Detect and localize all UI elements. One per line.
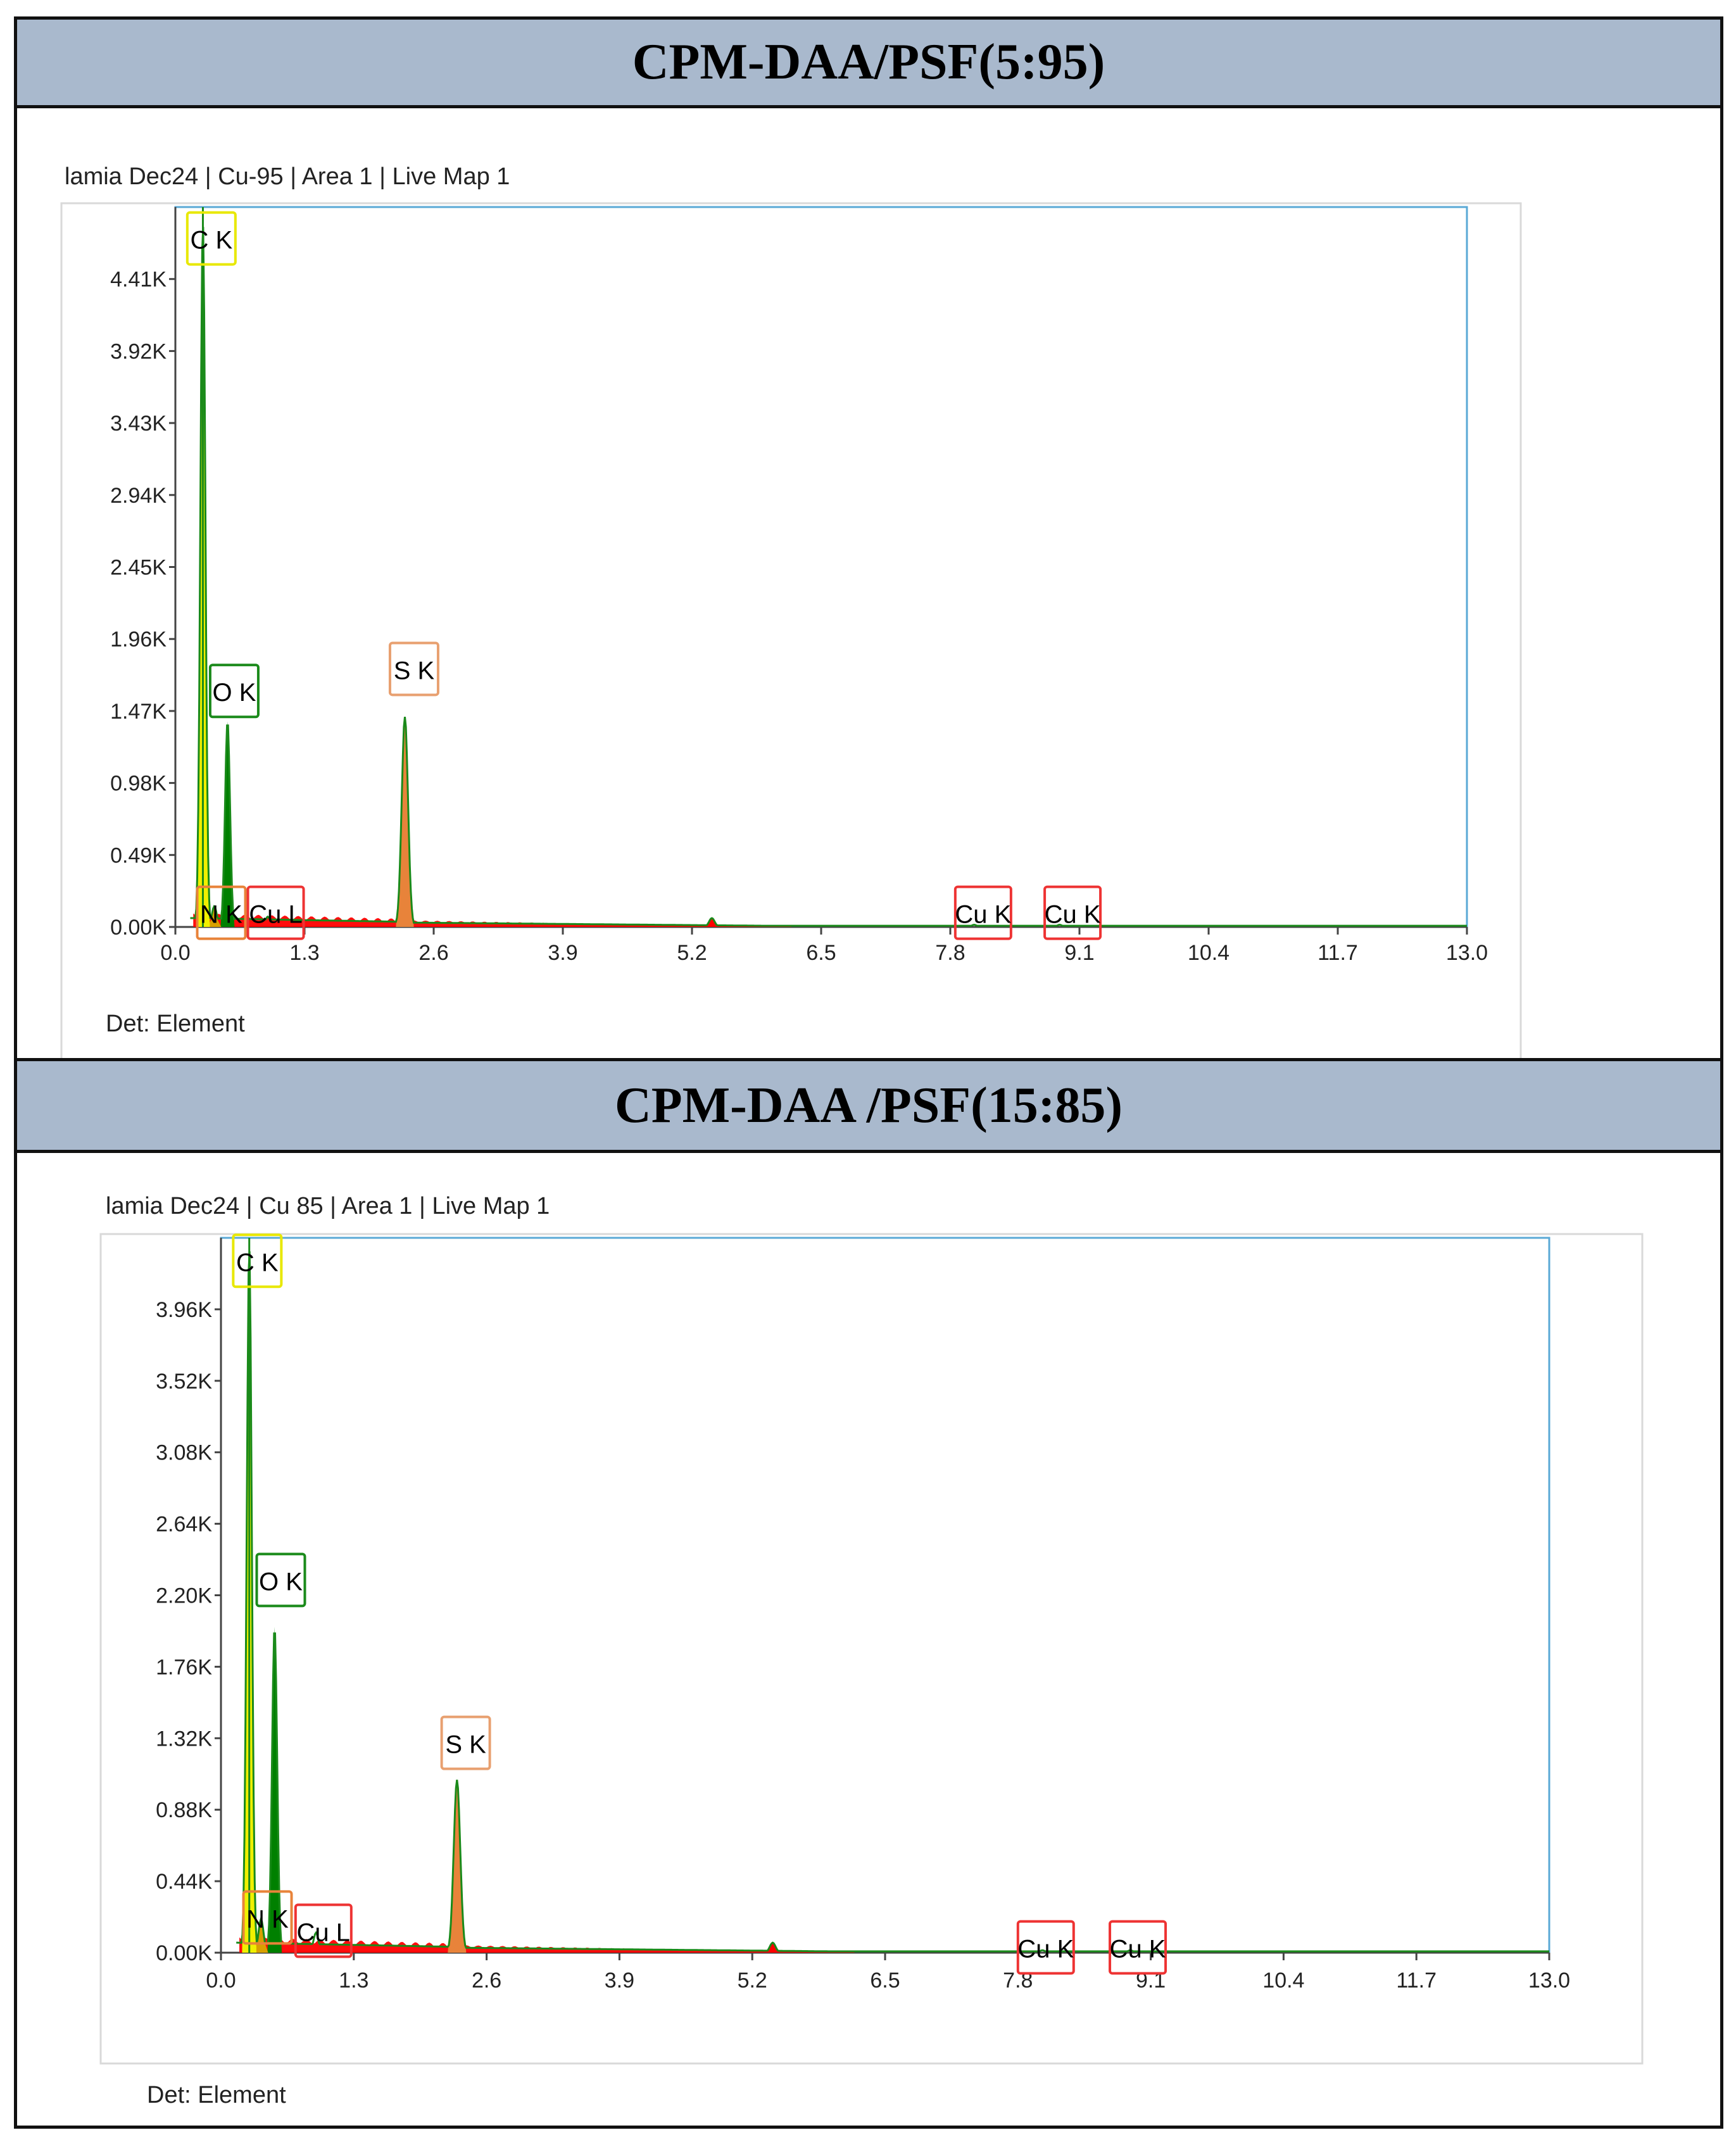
x-tick-label: 11.7 [1318,941,1358,965]
peak-label: N K [246,1905,289,1933]
peak-label: N K [200,901,242,929]
eds-spectrum-top: lamia Dec24 | Cu-95 | Area 1 | Live Map … [60,163,1522,1058]
y-tick-label: 2.20K [156,1584,212,1608]
total-spectrum-line [236,1251,1549,1953]
y-tick-label: 4.41K [110,268,167,292]
peak-label: S K [394,657,435,684]
y-tick-label: 0.49K [110,843,167,867]
peak-label: Cu K [1110,1936,1166,1963]
y-tick-label: 0.98K [110,772,167,796]
background-continuum [239,1937,855,1953]
plot-outer-frame [60,202,1522,1058]
x-tick-label: 10.4 [1262,1969,1304,1993]
x-tick-label: 0.0 [206,1969,236,1993]
y-tick-label: 2.94K [110,484,167,508]
x-tick-label: 1.3 [339,1969,368,1993]
y-tick-label: 2.45K [110,556,167,580]
peak-label: Cu L [297,1918,351,1946]
x-tick-label: 2.6 [472,1969,501,1993]
peak-label-box [1043,885,1102,940]
x-tick-label: 6.5 [806,941,836,965]
spectrum-subtitle: lamia Dec24 | Cu-95 | Area 1 | Live Map … [65,163,510,190]
x-tick-label: 3.9 [605,1969,634,1993]
peak-label-box [388,641,439,696]
peak-label-box [1016,1920,1075,1975]
peak-label-box [232,1233,283,1288]
y-tick-label: 1.32K [156,1727,212,1751]
y-tick-label: 3.96K [156,1298,212,1322]
plot-outer-frame [99,1233,1644,2065]
detector-label: Det: Element [106,1011,245,1037]
x-tick-label: 0.0 [160,941,190,965]
peak-label-box [255,1553,306,1608]
peak-label: O K [212,679,256,707]
peak-label: C K [236,1249,279,1276]
x-tick-label: 13.0 [1528,1969,1570,1993]
x-tick-label: 6.5 [870,1969,900,1993]
x-tick-label: 13.0 [1446,941,1488,965]
peak-label-box [1109,1920,1167,1975]
x-tick-label: 11.7 [1396,1969,1437,1993]
x-tick-label: 1.3 [289,941,319,965]
x-tick-label: 9.1 [1064,941,1094,965]
x-tick-label: 5.2 [677,941,707,965]
y-tick-label: 3.08K [156,1441,212,1465]
panel-title-bottom: CPM-DAA /PSF(15:85) [17,1058,1720,1153]
y-tick-label: 3.92K [110,339,167,363]
peak-label-box [196,885,247,940]
y-tick-label: 3.52K [156,1370,212,1394]
x-tick-label: 10.4 [1188,941,1230,965]
peak-label: Cu K [1045,901,1101,929]
peak-label-box [294,1903,353,1958]
peak-label: O K [259,1568,303,1596]
peak-label-box [953,885,1012,940]
peak-label: Cu L [249,901,303,929]
peak-label: S K [445,1731,486,1759]
peak-label-box [246,885,305,940]
y-tick-label: 0.00K [156,1941,212,1965]
y-tick-label: 1.96K [110,627,167,652]
spectrum-subtitle: lamia Dec24 | Cu 85 | Area 1 | Live Map … [106,1193,550,1219]
total-spectrum-line [190,227,1467,927]
y-tick-label: 1.76K [156,1655,212,1679]
peak-label-box [242,1890,293,1945]
y-tick-label: 0.44K [156,1870,212,1894]
peak-label-box [186,211,237,266]
x-tick-label: 2.6 [418,941,448,965]
panel-title-top: CPM-DAA/PSF(5:95) [17,20,1720,108]
minor-peak [766,1943,779,1953]
peak-n [207,906,222,927]
y-tick-label: 3.43K [110,412,167,436]
x-tick-label: 7.8 [935,941,965,965]
y-tick-label: 0.00K [110,916,167,940]
y-tick-label: 2.64K [156,1513,212,1537]
peak-label: Cu K [955,901,1011,929]
peak-label-box [208,664,260,719]
y-tick-label: 0.88K [156,1798,212,1822]
x-tick-label: 3.9 [548,941,577,965]
minor-peak [705,918,718,927]
peak-label: C K [190,227,232,255]
eds-spectrum-bottom: lamia Dec24 | Cu 85 | Area 1 | Live Map … [99,1193,1644,2108]
figure-frame: CPM-DAA/PSF(5:95) lamia Dec24 | Cu-95 | … [14,16,1723,2129]
peak-label: Cu K [1017,1936,1074,1963]
detector-label: Det: Element [147,2082,286,2108]
background-continuum [193,913,791,927]
x-tick-label: 5.2 [738,1969,767,1993]
y-tick-label: 1.47K [110,700,167,724]
peak-label-box [440,1715,491,1770]
